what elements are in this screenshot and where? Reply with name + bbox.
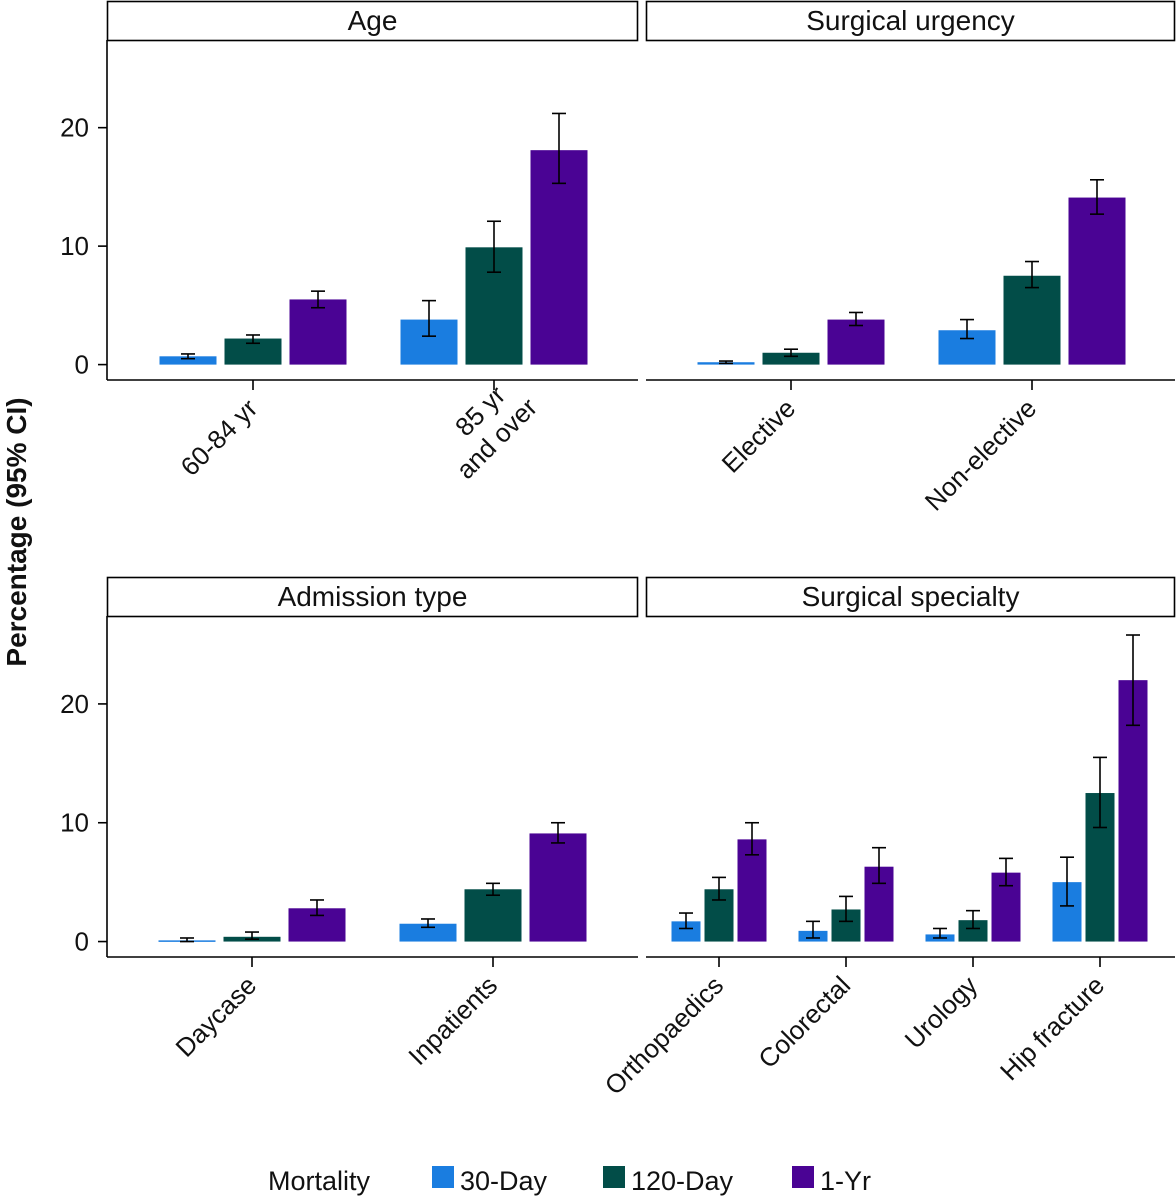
x-tick-label-non-elective: Non-elective: [919, 393, 1042, 516]
y-tick-label: 20: [60, 113, 89, 143]
category-non-elective: [938, 178, 1126, 365]
strip-title-admission-type: Admission type: [278, 581, 468, 612]
bar-inpatients-1-yr: [529, 833, 587, 942]
category-orthopaedics: [671, 821, 767, 942]
category-60-84-yr: [159, 290, 347, 365]
x-tick-label-85-yr-and-over: 85 yrand over: [428, 370, 543, 485]
bar-elective-1-yr: [827, 319, 885, 365]
y-tick-label: 0: [75, 927, 89, 957]
error-bar-elective-120-day: [784, 348, 798, 358]
x-tick-label-60-84-yr: 60-84 yr: [175, 393, 264, 482]
y-tick-label: 0: [75, 350, 89, 380]
error-bar-inpatients-30-day: [421, 918, 435, 929]
error-bar-hip-fracture-30-day: [1060, 856, 1074, 907]
bar-non-elective-120-day: [1003, 275, 1061, 365]
x-tick-label-inpatients: Inpatients: [402, 970, 503, 1071]
y-tick-label: 10: [60, 808, 89, 838]
bar-urology-120-day: [958, 920, 988, 942]
bar-orthopaedics-30-day: [671, 921, 701, 942]
error-bar-colorectal-120-day: [839, 895, 853, 923]
error-bar-elective-30-day: [719, 360, 733, 365]
error-bar-60-84-yr-1-yr: [311, 290, 325, 309]
panels: Age 0 10 20 60-84 yr 85 yrand over Surgical ur…: [60, 0, 1176, 1101]
strip-admission-type: [106, 576, 639, 618]
error-bar-elective-1-yr: [849, 311, 863, 327]
category-hip-fracture: [1052, 634, 1148, 942]
error-bar-daycase-30-day: [180, 937, 194, 943]
strip-surgical-urgency: [645, 0, 1176, 42]
error-bar-orthopaedics-120-day: [712, 876, 726, 901]
error-bar-60-84-yr-120-day: [246, 334, 260, 345]
error-bar-colorectal-30-day: [806, 920, 820, 939]
bar-60-84-yr-1-yr: [289, 299, 347, 365]
legend-label-1-yr: 1-Yr: [820, 1166, 871, 1196]
error-bar-85-yr-and-over-120-day: [487, 220, 501, 273]
legend: Mortality 30-Day 120-Day 1-Yr: [268, 1166, 871, 1196]
error-bar-orthopaedics-1-yr: [745, 821, 759, 856]
category-elective: [697, 311, 885, 365]
error-bar-inpatients-120-day: [486, 882, 500, 897]
y-tick-label: 10: [60, 231, 89, 261]
error-bar-non-elective-1-yr: [1090, 178, 1104, 215]
error-bar-colorectal-1-yr: [872, 846, 886, 885]
category-colorectal: [798, 846, 894, 942]
bar-inpatients-30-day: [399, 923, 457, 942]
strip-title-surgical-specialty: Surgical specialty: [802, 581, 1020, 612]
bar-85-yr-and-over-1-yr: [530, 150, 588, 365]
category-85-yr-and-over: [400, 112, 588, 365]
category-urology: [925, 857, 1021, 942]
error-bar-hip-fracture-1-yr: [1126, 634, 1140, 727]
x-tick-label-daycase: Daycase: [170, 970, 263, 1063]
bar-elective-120-day: [762, 352, 820, 365]
y-axis-title: Percentage (95% CI): [1, 397, 32, 666]
error-bar-60-84-yr-30-day: [181, 353, 195, 360]
panel-age: Age 0 10 20 60-84 yr 85 yrand over: [60, 0, 639, 485]
legend-swatch-120-day: [603, 1166, 625, 1188]
legend-swatch-30-day: [432, 1166, 454, 1188]
x-tick-label-elective: Elective: [716, 393, 802, 479]
bar-60-84-yr-30-day: [159, 356, 217, 365]
legend-label-120-day: 120-Day: [631, 1166, 734, 1196]
error-bar-urology-1-yr: [999, 857, 1013, 887]
panel-surgical-urgency: Surgical urgency Elective Non-elective: [645, 0, 1176, 516]
strip-title-surgical-urgency: Surgical urgency: [806, 5, 1015, 36]
y-tick-label: 20: [60, 689, 89, 719]
x-tick-label-hip-fracture: Hip fracture: [994, 970, 1110, 1086]
bar-orthopaedics-1-yr: [737, 839, 767, 942]
panel-surgical-specialty: Surgical specialty Orthopaedics Colorectal…: [599, 576, 1176, 1101]
bar-inpatients-120-day: [464, 889, 522, 942]
error-bar-non-elective-120-day: [1025, 260, 1039, 289]
error-bar-non-elective-30-day: [960, 318, 974, 340]
error-bar-urology-120-day: [966, 909, 980, 930]
strip-title-age: Age: [348, 5, 398, 36]
strip-surgical-specialty: [645, 576, 1176, 618]
strip-age: [106, 0, 639, 42]
legend-label-30-day: 30-Day: [460, 1166, 548, 1196]
error-bar-85-yr-and-over-1-yr: [552, 112, 566, 185]
panel-admission-type: Admission type 0 10 20 Daycase Inpatients: [60, 576, 639, 1071]
x-tick-label-colorectal: Colorectal: [752, 970, 856, 1074]
error-bar-hip-fracture-120-day: [1093, 756, 1107, 829]
category-inpatients: [399, 821, 587, 942]
error-bar-85-yr-and-over-30-day: [422, 299, 436, 337]
category-daycase: [158, 899, 346, 943]
x-tick-label-urology: Urology: [899, 970, 984, 1055]
legend-title: Mortality: [268, 1166, 371, 1196]
bar-non-elective-1-yr: [1068, 197, 1126, 365]
error-bar-daycase-1-yr: [310, 899, 324, 917]
error-bar-urology-30-day: [933, 927, 947, 939]
error-bar-daycase-120-day: [245, 931, 259, 940]
error-bar-orthopaedics-30-day: [679, 912, 693, 930]
legend-swatch-1-yr: [792, 1166, 814, 1188]
error-bar-inpatients-1-yr: [551, 821, 565, 844]
x-tick-label-orthopaedics: Orthopaedics: [599, 970, 730, 1101]
